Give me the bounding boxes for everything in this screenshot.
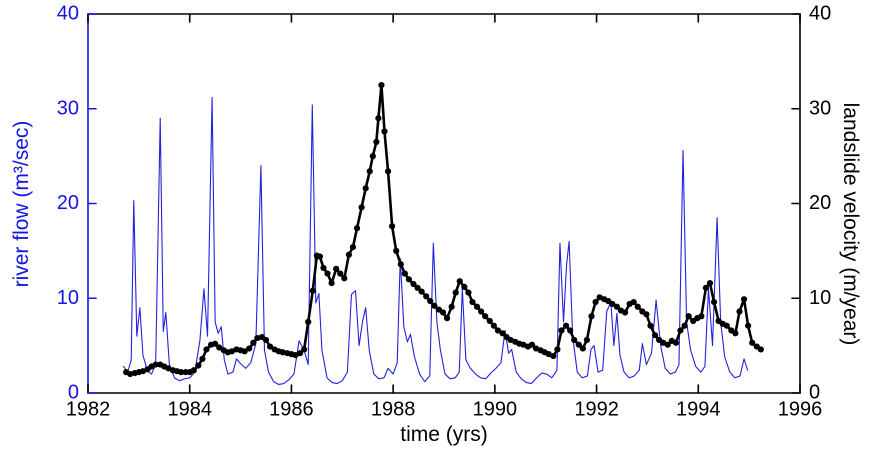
y-axis-label-left: river flow (m³/sec) — [10, 120, 33, 288]
x-axis-label: time (yrs) — [400, 423, 488, 446]
y-axis-label-right: landslide velocity (m/year) — [839, 102, 862, 346]
